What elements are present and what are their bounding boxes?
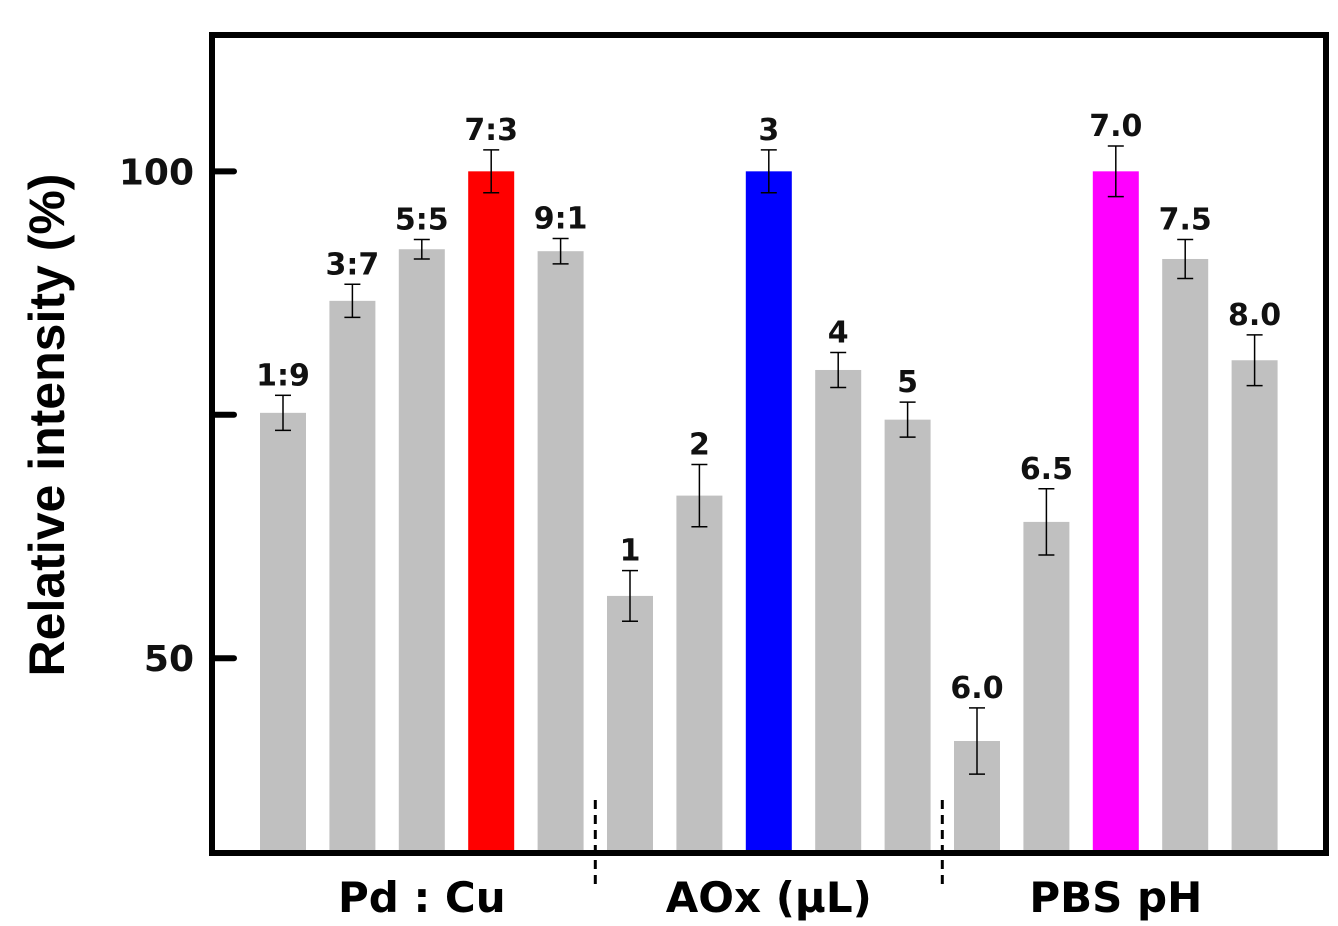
y-tick-label: 100	[119, 152, 194, 193]
bar-value-label: 4	[828, 315, 849, 350]
bar-value-label: 7:3	[464, 113, 518, 148]
bar	[1162, 258, 1209, 853]
bar-value-label: 1	[620, 534, 641, 569]
error-bar	[1038, 488, 1055, 556]
error-bar	[691, 463, 708, 528]
group-label: AOx (μL)	[666, 873, 872, 922]
bar	[1231, 360, 1278, 853]
bar-value-label: 7.0	[1089, 109, 1142, 144]
error-bar	[483, 149, 500, 194]
error-bar	[344, 283, 361, 319]
error-bar	[1107, 145, 1124, 198]
bar-value-label: 6.0	[950, 671, 1003, 706]
bar	[1023, 521, 1070, 853]
bar-value-label: 7.5	[1159, 203, 1212, 238]
bar-value-label: 2	[689, 427, 710, 462]
bar-value-label: 6.5	[1020, 452, 1073, 487]
error-bar	[1177, 238, 1194, 280]
bar-value-label: 9:1	[534, 202, 588, 237]
plot-frame	[209, 32, 1329, 856]
error-bar	[622, 569, 638, 622]
bar-value-label: 8.0	[1228, 298, 1281, 333]
bar	[745, 171, 792, 854]
error-bar	[760, 149, 777, 194]
bar	[537, 251, 584, 853]
bar	[676, 495, 723, 853]
bar-value-label: 5:5	[395, 203, 449, 238]
y-axis-title: Relative intensity (%)	[19, 174, 75, 677]
error-bar	[413, 238, 430, 260]
bar	[884, 419, 931, 853]
bar-value-label: 3	[758, 113, 779, 148]
group-label: Pd : Cu	[338, 873, 506, 922]
bar	[1092, 171, 1139, 854]
y-tick-label: 50	[144, 639, 194, 680]
error-bar	[969, 707, 985, 775]
bar-value-label: 5	[897, 365, 918, 400]
bar-value-label: 3:7	[326, 247, 380, 282]
error-bar	[899, 401, 916, 438]
bar	[260, 412, 306, 853]
bar-value-label: 1:9	[256, 358, 310, 393]
bar	[815, 369, 862, 853]
error-bar	[552, 237, 569, 265]
error-bar	[275, 394, 291, 432]
error-bar	[830, 351, 847, 389]
bar	[329, 300, 376, 854]
bar	[398, 249, 445, 853]
group-label: PBS pH	[1029, 873, 1202, 922]
error-bar	[1246, 334, 1263, 387]
bar	[607, 595, 653, 853]
bar	[468, 171, 515, 854]
